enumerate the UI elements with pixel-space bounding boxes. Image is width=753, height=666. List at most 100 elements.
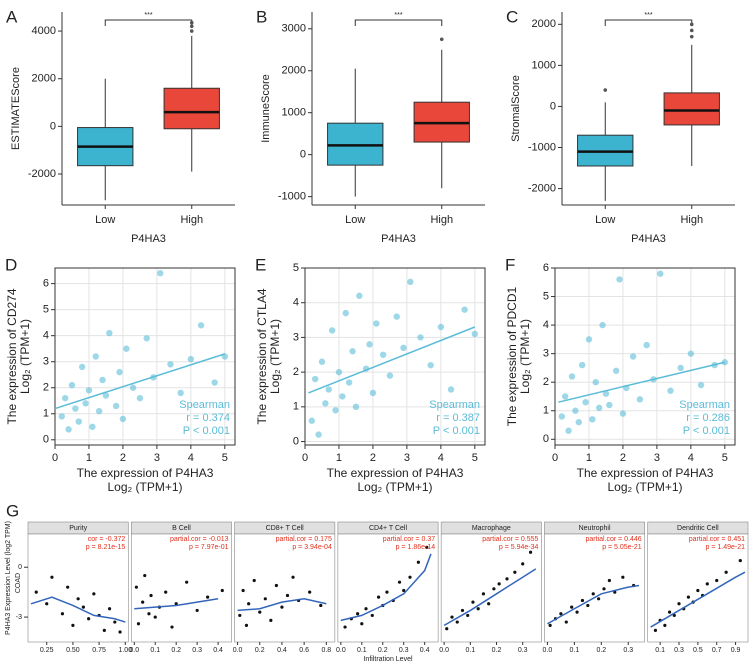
point: [408, 575, 412, 579]
y-tick-label: 2000: [32, 73, 56, 85]
point: [342, 309, 349, 317]
point: [621, 575, 625, 579]
point: [653, 628, 658, 632]
x-tick-label: 0.2: [171, 647, 181, 654]
x-tick-label: 0.2: [492, 647, 502, 654]
outlier: [689, 28, 694, 33]
point: [369, 389, 377, 397]
outlier: [439, 37, 444, 42]
x-tick-label: 0: [302, 452, 308, 464]
x-tick-label: 0.4: [213, 647, 223, 654]
x-axis-label: Log₂ (TPM+1): [607, 480, 682, 494]
annotation: Spearman: [429, 399, 480, 411]
x-tick-label: 0.1: [465, 647, 475, 654]
fit-line: [340, 553, 432, 622]
significance-bracket: [604, 19, 693, 26]
y-axis-label: The expression of CTLA4: [255, 288, 269, 424]
x-tick-label: 0.0: [336, 647, 346, 654]
point: [136, 622, 141, 626]
x-tick-label: 1: [586, 452, 592, 464]
x-axis-label: The expression of P4HA3: [327, 466, 464, 480]
point: [269, 618, 273, 623]
point: [167, 361, 174, 368]
point: [153, 615, 157, 619]
x-tick-label: 0.3: [674, 647, 684, 654]
stat-label: partial.cor = -0.013: [170, 536, 229, 543]
panel-label: G: [6, 501, 19, 520]
y-tick-label: 6: [543, 262, 549, 274]
y-axis-label: The expression of CD274: [5, 288, 19, 424]
plot-frame: [130, 533, 232, 643]
point: [672, 613, 676, 618]
point: [585, 336, 593, 343]
y-tick-label: 1000: [282, 107, 306, 119]
point: [686, 595, 691, 599]
point: [466, 613, 470, 618]
point: [113, 620, 117, 624]
x-tick-label: 0.0: [129, 647, 139, 654]
point: [437, 323, 445, 331]
point: [352, 403, 360, 411]
y-tick-label: -2000: [528, 182, 556, 194]
point: [697, 381, 705, 389]
point: [50, 575, 54, 579]
point: [319, 603, 323, 608]
point: [143, 573, 147, 578]
fit-line: [558, 361, 725, 403]
significance-bracket: [104, 19, 193, 26]
x-tick-label: 0.8: [321, 647, 331, 654]
stat-label: p = 1.86e-14: [396, 544, 436, 551]
point: [75, 418, 82, 425]
annotation: Spearman: [679, 399, 730, 411]
stat-label: partial.cor = 0.175: [276, 536, 332, 543]
point: [476, 607, 480, 611]
point: [487, 602, 491, 606]
panel-label: C: [506, 7, 518, 26]
x-tick-label: 0.9: [731, 647, 741, 654]
point: [61, 394, 69, 402]
stat-label: p = 7.97e-01: [189, 544, 229, 551]
point: [461, 306, 468, 313]
point: [356, 612, 360, 616]
x-tick-label: 0.6: [299, 647, 309, 654]
point: [738, 558, 742, 563]
box: [663, 92, 720, 126]
point: [667, 387, 674, 394]
y-tick-label: -1000: [278, 191, 306, 203]
fit-line: [547, 584, 640, 625]
significance: ***: [144, 12, 152, 19]
point: [238, 613, 242, 618]
plot-frame: [337, 533, 439, 643]
point: [643, 341, 650, 349]
x-axis-label: Infiltration Level: [363, 656, 412, 663]
annotation: r = 0.286: [686, 412, 730, 424]
point: [92, 353, 99, 360]
point: [572, 407, 579, 414]
point: [197, 322, 205, 329]
stat-label: partial.cor = 0.555: [482, 536, 538, 543]
x-tick-label: High: [180, 214, 203, 226]
x-tick-label: 0.3: [623, 647, 633, 654]
point: [607, 578, 611, 583]
x-axis-label: Log₂ (TPM+1): [357, 480, 432, 494]
stat-label: cor = -0.372: [88, 536, 126, 543]
point: [360, 622, 364, 626]
point: [92, 592, 96, 596]
x-tick-label: 0.1: [655, 647, 665, 654]
point: [586, 603, 590, 608]
x-tick-label: 2: [370, 452, 376, 464]
y-axis-label: The expression of PDCD1: [505, 286, 519, 426]
point: [595, 404, 603, 412]
point: [497, 582, 501, 586]
point: [87, 617, 91, 621]
point: [185, 580, 189, 584]
point: [397, 580, 402, 584]
annotation: r = 0.387: [436, 412, 480, 424]
x-tick-label: 0.25: [40, 647, 54, 654]
x-tick-label: Low: [595, 214, 615, 226]
point: [339, 393, 346, 400]
point: [343, 625, 347, 629]
point: [447, 386, 455, 393]
y-tick-label: 2: [293, 366, 299, 378]
y-tick-label: 4: [543, 319, 549, 331]
